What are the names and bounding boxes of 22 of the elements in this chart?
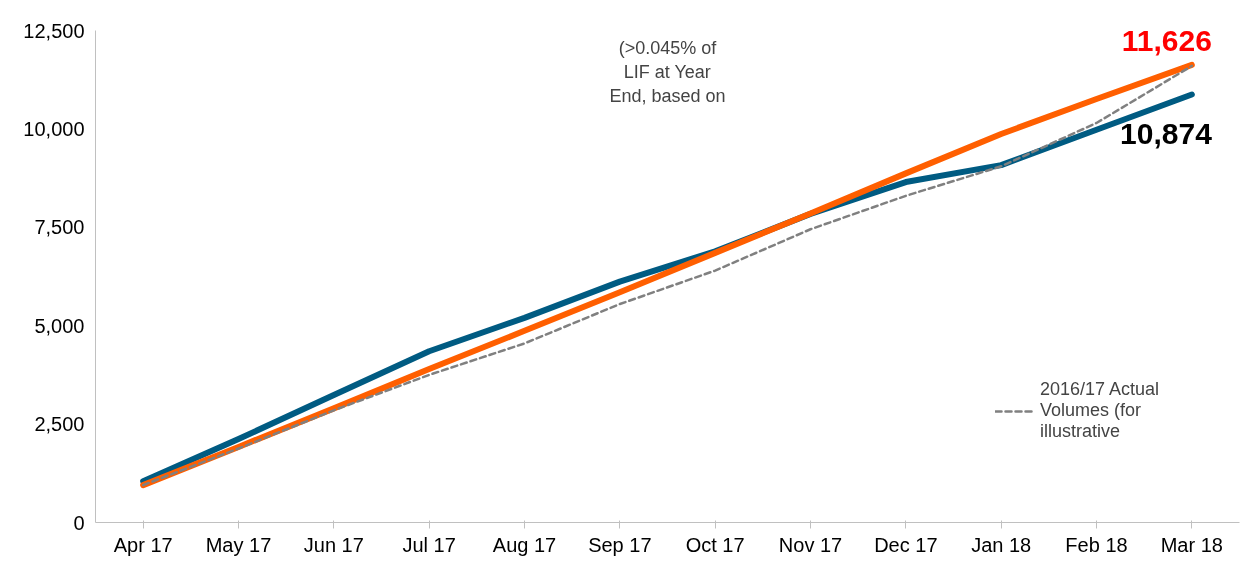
x-tick-label: Jul 17 [402,533,456,556]
x-tick-label: Apr 17 [113,533,173,556]
x-tick-label: Jun 17 [303,533,364,556]
annotation: (>0.045% of LIF at Year End, based on [609,38,726,107]
y-tick-label: 12,500 [23,19,85,42]
x-tick-label: May 17 [205,533,272,556]
y-tick-label: 10,000 [23,117,85,140]
y-tick-label: 7,500 [34,216,85,239]
y-tick-label: 5,000 [34,314,85,337]
data-label: 11,626 [1121,23,1212,57]
y-tick-label: 0 [73,511,85,534]
x-tick-label: Mar 18 [1160,533,1223,556]
x-tick-label: Nov 17 [778,533,843,556]
x-tick-label: Sep 17 [588,533,652,556]
x-tick-label: Aug 17 [492,533,557,556]
data-label: 10,874 [1120,117,1213,151]
x-tick-label: Dec 17 [874,533,938,556]
y-tick-label: 2,500 [34,413,85,436]
x-tick-label: Oct 17 [685,533,745,556]
x-tick-label: Jan 18 [971,533,1032,556]
legend-label: 2016/17 Actual Volumes (for illustrative [1040,379,1160,442]
x-tick-label: Feb 18 [1065,533,1128,556]
